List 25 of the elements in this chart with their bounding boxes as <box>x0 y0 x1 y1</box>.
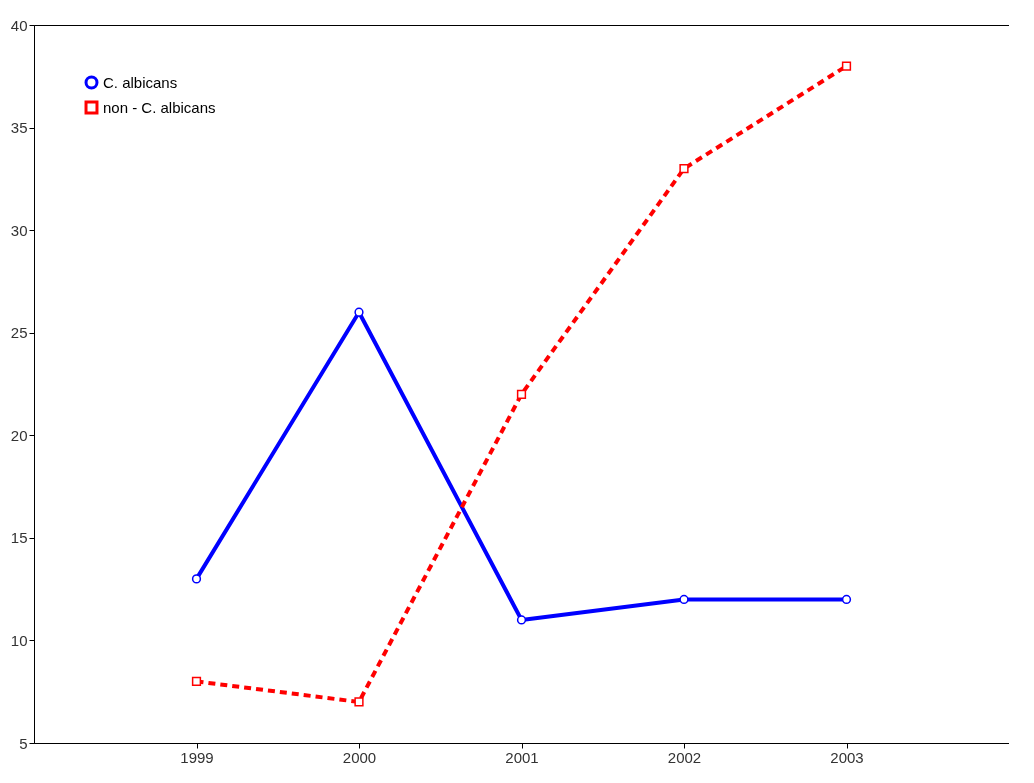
legend-label: C. albicans <box>103 73 178 91</box>
point <box>679 594 689 605</box>
y-tick-label: 20 <box>10 426 28 444</box>
point <box>516 615 527 625</box>
point <box>841 594 852 605</box>
y-tick-label: 15 <box>10 529 28 547</box>
point <box>516 389 527 399</box>
y-tick-label: 35 <box>10 119 28 137</box>
x-tick-label: 2001 <box>505 748 539 766</box>
point <box>354 307 364 317</box>
point <box>679 163 689 174</box>
x-tick-label: 2000 <box>342 748 377 766</box>
point <box>354 697 364 707</box>
legend-label: non - C. albicans <box>103 98 216 116</box>
point <box>841 61 852 71</box>
y-tick-label: 25 <box>10 324 28 342</box>
x-tick-label: 1999 <box>180 748 214 766</box>
y-tick-label: 40 <box>10 16 28 34</box>
x-tick-label: 2003 <box>830 748 864 766</box>
y-tick-label: 10 <box>10 631 28 649</box>
y-tick-label: 30 <box>10 221 28 239</box>
point <box>191 676 202 687</box>
point <box>191 574 202 584</box>
y-tick-label: 5 <box>19 734 28 752</box>
x-tick-label: 2002 <box>667 748 702 766</box>
